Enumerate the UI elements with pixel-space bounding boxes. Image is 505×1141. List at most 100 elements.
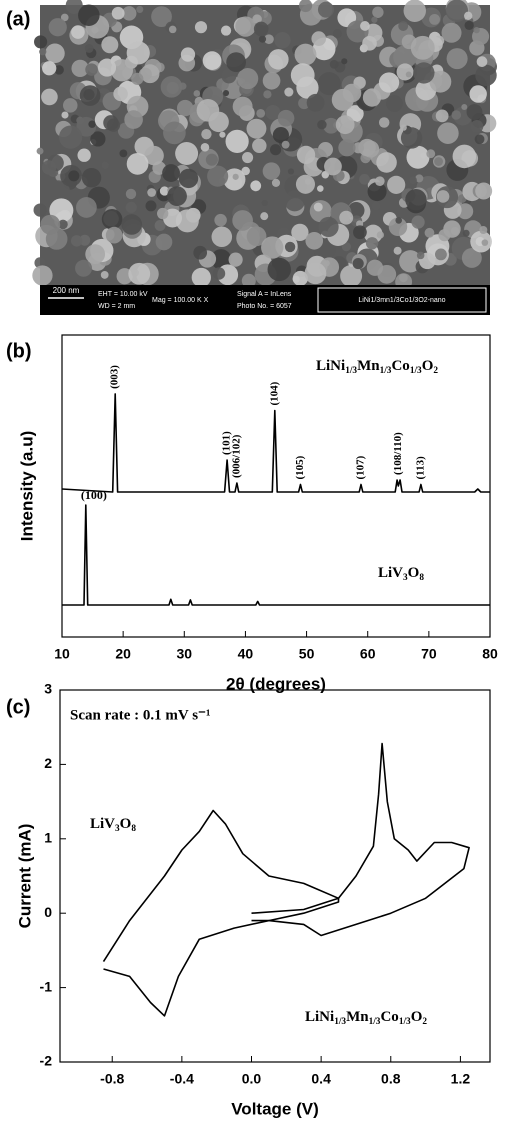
sem-sample-box [317, 287, 487, 313]
sem-grain [362, 36, 377, 51]
series-label: LiNi1/3Mn1/3Co1/3O2 [316, 358, 438, 376]
sem-grain [105, 226, 123, 244]
sem-grain [232, 210, 253, 231]
y-tick-label: 2 [44, 755, 52, 771]
sem-grain [39, 48, 47, 56]
sem-grain [341, 241, 351, 252]
sem-grain [260, 212, 269, 221]
sem-grain [262, 162, 281, 180]
sem-grain [155, 233, 173, 251]
sem-grain [33, 203, 47, 217]
y-tick-label: -2 [40, 1053, 53, 1069]
sem-grain [475, 182, 493, 200]
plot-frame [61, 334, 491, 638]
sem-grain [151, 6, 172, 28]
sem-grain [191, 267, 211, 288]
sem-grain [237, 68, 259, 90]
sem-grain [388, 217, 408, 237]
sem-grain [451, 110, 462, 120]
x-tick-label: 1.2 [451, 1071, 471, 1087]
sem-grain [429, 70, 452, 93]
panel-label: (a) [6, 8, 30, 30]
sem-grain [324, 157, 342, 176]
y-tick-label: 1 [44, 830, 52, 846]
sem-grain [403, 0, 426, 22]
sem-grain [299, 0, 313, 13]
sem-grain [258, 35, 267, 43]
peak-label: (003) [109, 365, 121, 389]
sem-grain [205, 153, 218, 166]
series-line [251, 742, 470, 937]
x-tick-label: 80 [482, 646, 498, 662]
sem-grain [406, 145, 430, 169]
sem-grain [267, 257, 291, 282]
x-tick-label: 50 [299, 646, 315, 662]
panel-label: (c) [6, 696, 30, 718]
peak-label: (006/102) [230, 434, 242, 478]
sem-grain [207, 165, 229, 187]
sem-grain [214, 213, 227, 227]
sem-grain [461, 103, 468, 110]
sem-grain [131, 72, 144, 85]
sem-grain [111, 6, 125, 20]
sem-grain [40, 214, 61, 235]
sem-grain [387, 175, 406, 194]
sem-grain [68, 170, 80, 182]
sem-grain [295, 174, 316, 194]
sem-grain [317, 1, 334, 18]
sem-grain [79, 234, 91, 246]
sem-grain [34, 35, 48, 49]
sem-grain [378, 117, 390, 128]
sem-grain [77, 148, 91, 162]
sem-info: EHT = 10.00 kV [98, 291, 148, 298]
sem-grain [386, 95, 403, 112]
sem-grain [84, 44, 94, 53]
x-axis-label: 2θ (degrees) [226, 674, 326, 693]
sem-grain [246, 118, 267, 139]
y-axis-label: Intensity (a.u) [17, 431, 36, 542]
sem-grain [201, 129, 212, 140]
sem-grain [32, 265, 53, 286]
sem-grain [311, 31, 327, 46]
sem-grain [246, 226, 267, 247]
sem-grain [437, 122, 459, 144]
sem-grain [202, 51, 222, 70]
sem-grain [42, 61, 57, 76]
sem-grain [405, 71, 412, 78]
sem-grain [272, 126, 289, 144]
sem-grain [54, 65, 64, 75]
sem-grain [339, 210, 354, 225]
sem-grain [41, 160, 57, 175]
sem-grain [317, 72, 341, 96]
x-tick-label: 40 [238, 646, 254, 662]
sem-grain [371, 16, 378, 23]
sem-grain [178, 168, 199, 189]
sem-grain [200, 142, 210, 152]
sem-info: WD = 2 mm [98, 303, 135, 310]
sem-grain [263, 90, 272, 99]
sem-grain [305, 231, 324, 250]
sem-grain [262, 71, 281, 90]
sem-grain [119, 149, 128, 158]
sem-grain [101, 208, 123, 230]
sem-grain [196, 98, 220, 122]
sem-grain [70, 235, 83, 247]
sem-grain [470, 120, 484, 133]
sem-grain [103, 115, 119, 131]
sem-grain [85, 244, 106, 265]
sem-grain [335, 115, 355, 135]
sem-grain [253, 21, 269, 37]
sem-grain [256, 108, 266, 118]
sem-info-bar [40, 285, 490, 315]
sem-grain [65, 0, 83, 14]
sem-grain [332, 29, 342, 39]
sem-grain [359, 173, 370, 185]
sem-info: Signal A = InLens [237, 291, 292, 298]
sem-grain [362, 88, 382, 107]
sem-grain [81, 167, 102, 188]
sem-grain [228, 252, 243, 267]
sem-grain [411, 215, 425, 229]
sem-grain [126, 9, 136, 19]
sem-grain [341, 58, 348, 65]
